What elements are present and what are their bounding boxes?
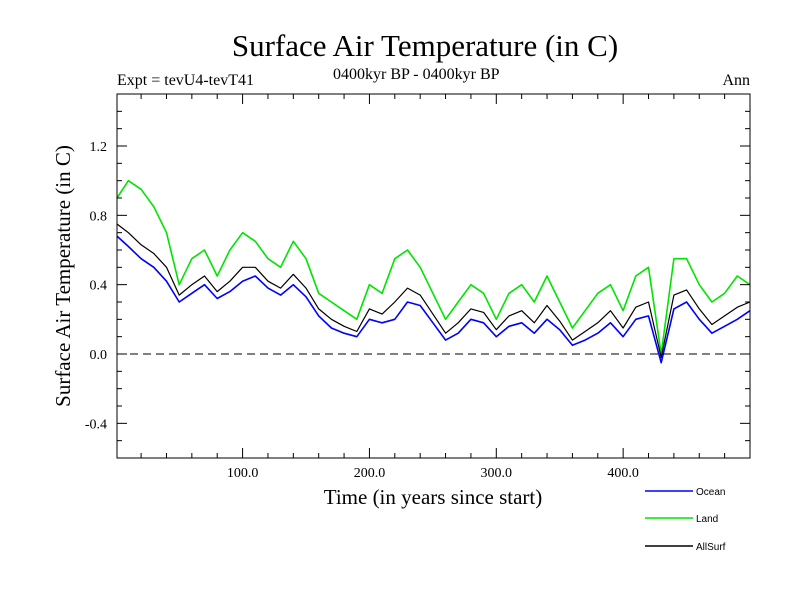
plot-frame [116,93,751,459]
axis-ticks [117,93,750,459]
series-lines [116,179,751,364]
y-tick-labels: -0.4 0.0 0.4 0.8 1.2 [85,140,107,432]
y-tick-label: 0.8 [90,209,108,224]
chart-title: Surface Air Temperature (in C) [231,28,619,63]
legend-label-allsurf: AllSurf [696,542,726,553]
x-tick-label: 400.0 [607,466,639,481]
x-tick-label: 200.0 [354,466,386,481]
experiment-label: Expt = tevU4-tevT41 [117,72,254,89]
legend-label-land: Land [696,514,718,525]
x-tick-label: 300.0 [481,466,513,481]
season-label: Ann [722,72,750,89]
x-axis-label: Time (in years since start) [324,485,543,509]
x-tick-label: 100.0 [227,466,259,481]
y-tick-label: -0.4 [85,417,107,432]
y-tick-label: 0.0 [90,348,108,363]
legend-label-ocean: Ocean [696,487,725,498]
series-line-land [116,179,751,355]
series-line-ocean [116,235,751,364]
series-line-allsurf [116,223,751,359]
legend: Ocean Land AllSurf [645,487,726,553]
period-label: 0400kyr BP - 0400kyr BP [333,66,500,83]
y-tick-label: 0.4 [90,279,108,294]
x-tick-labels: 100.0 200.0 300.0 400.0 [227,466,639,481]
y-tick-label: 1.2 [90,140,108,155]
y-axis-label: Surface Air Temperature (in C) [51,145,75,407]
